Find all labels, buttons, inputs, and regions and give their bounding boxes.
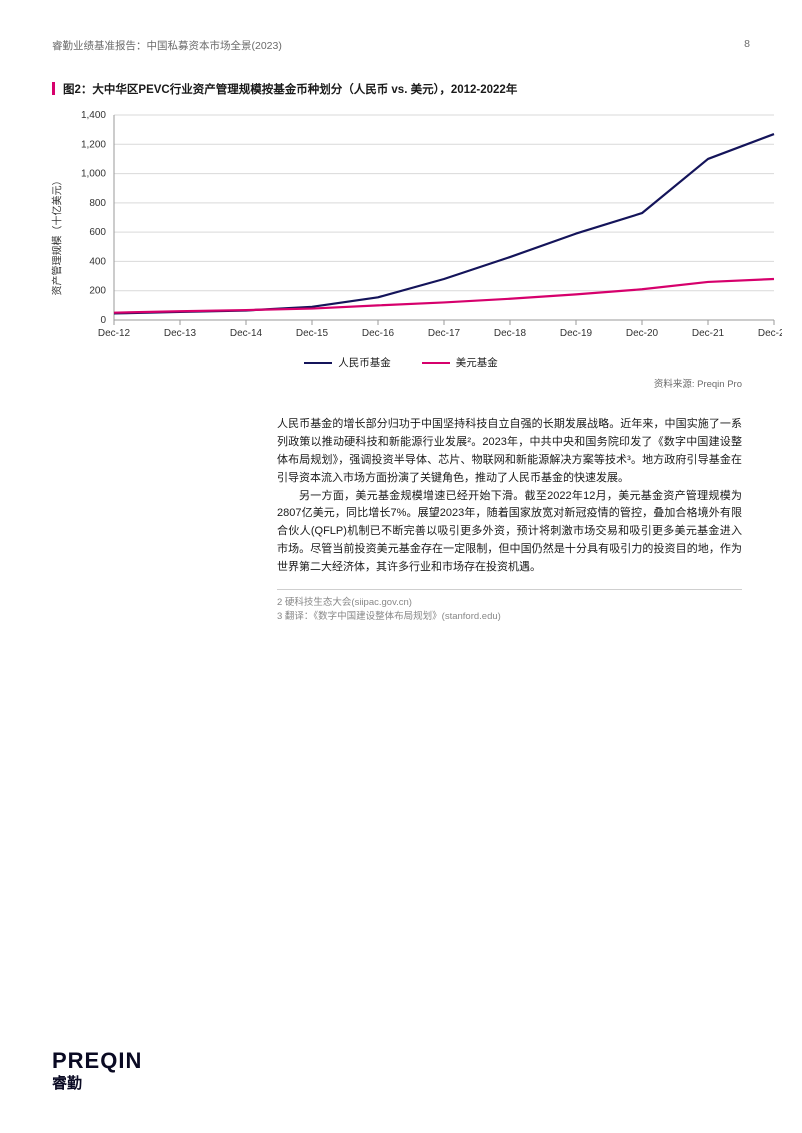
svg-text:800: 800 <box>89 198 106 209</box>
footnote-2: 2 硬科技生态大会(siipac.gov.cn) <box>277 596 742 611</box>
page-number: 8 <box>744 38 750 53</box>
svg-text:Dec-16: Dec-16 <box>362 328 395 339</box>
chart-legend: 人民币基金 美元基金 <box>52 355 750 370</box>
svg-text:1,400: 1,400 <box>81 110 106 121</box>
legend-swatch-usd <box>422 362 450 365</box>
paragraph-1: 人民币基金的增长部分归功于中国坚持科技自立自强的长期发展战略。近年来，中国实施了… <box>277 416 742 487</box>
svg-text:Dec-13: Dec-13 <box>164 328 197 339</box>
svg-text:Dec-15: Dec-15 <box>296 328 329 339</box>
legend-label-rmb: 人民币基金 <box>338 355 391 370</box>
svg-text:Dec-17: Dec-17 <box>428 328 461 339</box>
legend-label-usd: 美元基金 <box>456 355 498 370</box>
legend-item-usd: 美元基金 <box>422 355 498 370</box>
line-chart: 0 200 400 600 800 1,000 1,200 1,400 Dec-12 Dec-13… <box>62 107 782 344</box>
chart-title-row: 图2：大中华区PEVC行业资产管理规模按基金币种划分（人民币 vs. 美元），2… <box>52 81 750 97</box>
svg-text:Dec-12: Dec-12 <box>98 328 131 339</box>
svg-text:Dec-19: Dec-19 <box>560 328 593 339</box>
svg-text:1,200: 1,200 <box>81 139 106 150</box>
body-text: 人民币基金的增长部分归功于中国坚持科技自立自强的长期发展战略。近年来，中国实施了… <box>277 416 742 625</box>
svg-text:Dec-22: Dec-22 <box>758 328 782 339</box>
chart-title: 图2：大中华区PEVC行业资产管理规模按基金币种划分（人民币 vs. 美元），2… <box>63 81 517 97</box>
chart-source: 资料来源: Preqin Pro <box>52 376 742 390</box>
brand-block: PREQIN 睿勤 <box>52 1048 142 1093</box>
brand-logo-en: PREQIN <box>52 1048 142 1074</box>
svg-text:Dec-21: Dec-21 <box>692 328 725 339</box>
legend-item-rmb: 人民币基金 <box>304 355 391 370</box>
running-title: 睿勤业绩基准报告：中国私募资本市场全景(2023) <box>52 38 282 53</box>
y-axis-label: 资产管理规模（十亿美元） <box>49 176 64 296</box>
paragraph-2: 另一方面，美元基金规模增速已经开始下滑。截至2022年12月，美元基金资产管理规… <box>277 488 742 577</box>
footnotes: 2 硬科技生态大会(siipac.gov.cn) 3 翻译：《数字中国建设整体布… <box>277 596 742 625</box>
svg-text:Dec-20: Dec-20 <box>626 328 659 339</box>
svg-text:Dec-18: Dec-18 <box>494 328 527 339</box>
footnote-rule <box>277 589 742 590</box>
svg-text:600: 600 <box>89 227 106 238</box>
svg-text:0: 0 <box>100 315 106 326</box>
running-head: 睿勤业绩基准报告：中国私募资本市场全景(2023) 8 <box>52 38 750 53</box>
brand-logo-cn: 睿勤 <box>52 1072 142 1093</box>
legend-swatch-rmb <box>304 362 332 365</box>
title-bar-accent <box>52 82 55 95</box>
svg-text:Dec-14: Dec-14 <box>230 328 263 339</box>
chart-container: 资产管理规模（十亿美元） 02004006008001,0001,2001,40… <box>62 107 750 349</box>
svg-text:1,000: 1,000 <box>81 169 106 180</box>
footnote-3: 3 翻译：《数字中国建设整体布局规划》(stanford.edu) <box>277 610 742 625</box>
svg-text:400: 400 <box>89 256 106 267</box>
svg-text:200: 200 <box>89 286 106 297</box>
